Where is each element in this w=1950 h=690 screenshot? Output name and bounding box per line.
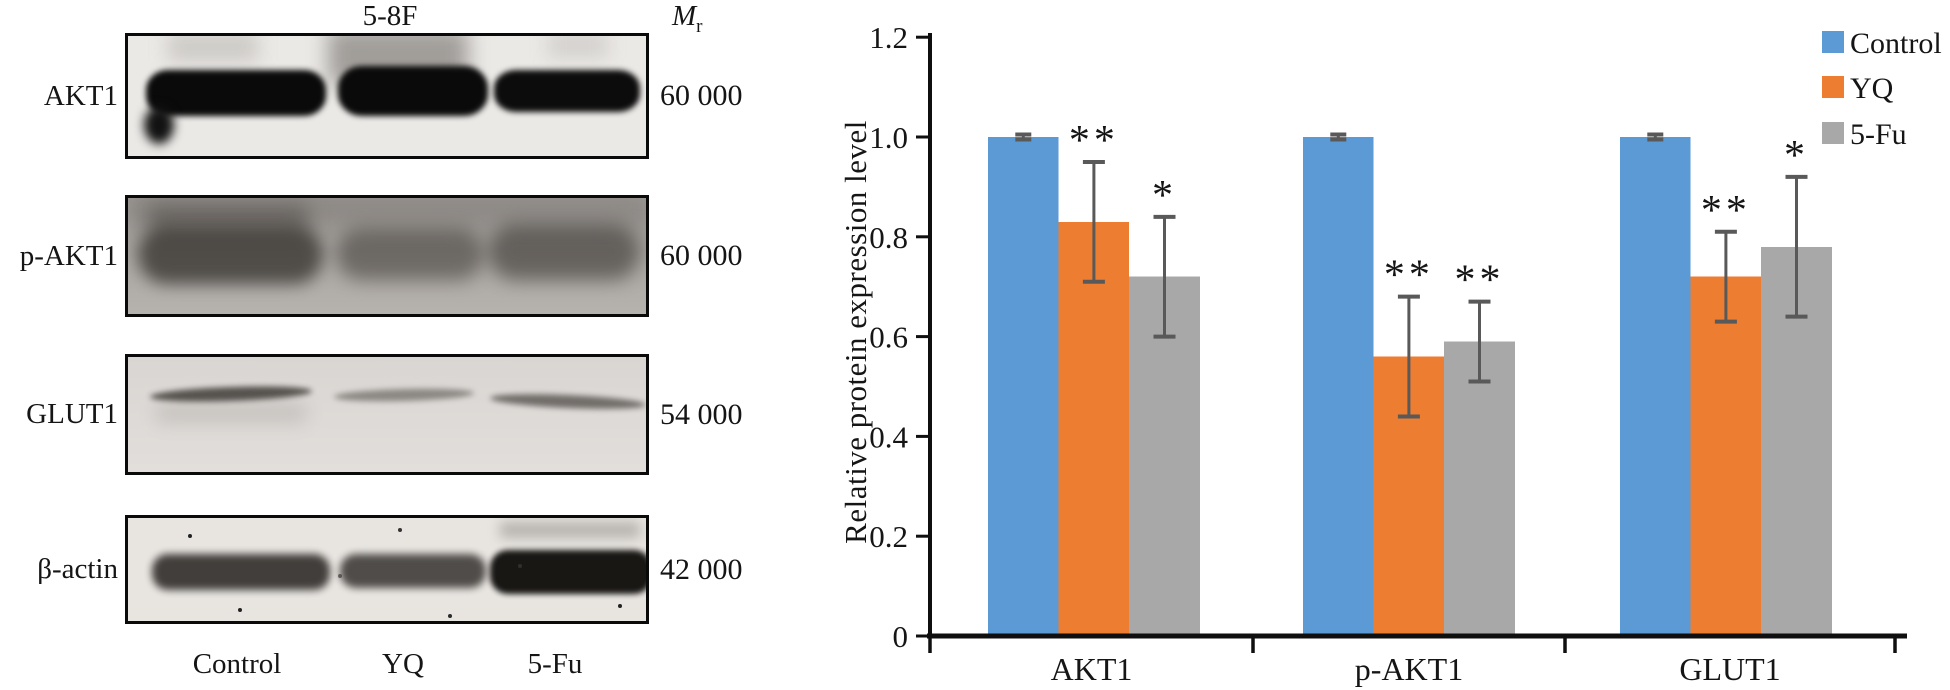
blot-image-b-actin: [125, 515, 649, 624]
blot-image-p-akt1: [125, 195, 649, 317]
mr-value-p-akt1: 60 000: [660, 239, 743, 272]
blot-image-akt1: [125, 33, 649, 159]
molecular-mass-header: Mr: [672, 0, 703, 38]
blot-band-lane1: [138, 226, 323, 284]
blot-band-smudge: [548, 36, 608, 58]
blot-band-drip: [144, 106, 174, 144]
blot-band-lane3: [494, 70, 640, 112]
y-tick-label: 0.8: [869, 220, 908, 255]
mr-value-b-actin: 42 000: [660, 552, 743, 586]
legend-label-5-Fu: 5-Fu: [1850, 118, 1907, 151]
blot-speckles: [188, 534, 192, 538]
y-tick-label: 0.6: [869, 320, 908, 355]
protein-label-p-akt1: p-AKT1: [19, 239, 118, 272]
y-tick-label: 0.4: [869, 419, 908, 454]
legend-swatch-5-Fu: [1822, 122, 1844, 144]
protein-label-glut1: GLUT1: [26, 398, 118, 430]
y-tick-label: 0: [893, 619, 909, 654]
blot-band-lane2: [336, 228, 484, 280]
y-tick-label: 1.0: [869, 120, 908, 155]
blot-row-p-akt1: p-AKT1 60 000: [0, 195, 800, 317]
y-axis-title: Relative protein expression level: [838, 120, 873, 544]
mr-value-glut1: 54 000: [660, 397, 743, 431]
blot-image-glut1: [125, 354, 649, 475]
category-label-AKT1: AKT1: [1051, 651, 1133, 687]
blot-band-lane2: [340, 554, 486, 588]
protein-label-akt1: AKT1: [43, 79, 118, 112]
cell-line-label: 5-8F: [362, 0, 418, 32]
blot-band-lane1: [146, 70, 326, 116]
bar-5-Fu-p-AKT1: [1444, 341, 1515, 636]
bar-YQ-AKT1: [1058, 221, 1130, 636]
bar-Control-p-AKT1: [1303, 137, 1374, 636]
bar-Control-GLUT1: [1620, 137, 1691, 636]
legend-swatch-Control: [1822, 31, 1844, 53]
bar-YQ-GLUT1: [1690, 276, 1762, 636]
blot-band-lane2: [338, 66, 488, 116]
significance-mark-5-Fu-p-AKT1: **: [1455, 258, 1505, 304]
blot-row-glut1: GLUT1 54 000: [0, 354, 800, 475]
blot-band-smudge: [500, 522, 640, 538]
blot-row-b-actin: β-actin 42 000: [0, 515, 800, 624]
blot-row-akt1: AKT1 60 000: [0, 33, 800, 159]
legend-swatch-YQ: [1822, 76, 1844, 98]
y-tick-label: 1.2: [869, 20, 908, 55]
legend-label-YQ: YQ: [1850, 72, 1894, 105]
protein-label-b-actin: β-actin: [37, 553, 118, 585]
blot-band-smudge: [168, 36, 258, 62]
legend-label-Control: Control: [1850, 27, 1942, 60]
mr-symbol: M: [672, 0, 697, 32]
significance-mark-YQ-AKT1: **: [1069, 118, 1119, 164]
blot-band-lane3: [488, 224, 640, 280]
category-label-GLUT1: GLUT1: [1679, 651, 1780, 687]
mr-value-akt1: 60 000: [660, 79, 743, 112]
blot-band-smudge: [156, 403, 306, 423]
blot-band-lane3: [490, 550, 646, 594]
category-label-p-AKT1: p-AKT1: [1355, 651, 1463, 687]
significance-mark-5-Fu-AKT1: *: [1152, 173, 1177, 219]
lane-label-control: Control: [192, 647, 282, 680]
bar-Control-AKT1: [988, 137, 1059, 636]
lane-label-5fu: 5-Fu: [527, 647, 583, 680]
significance-mark-5-Fu-GLUT1: *: [1784, 133, 1809, 179]
mr-subscript: r: [696, 15, 703, 37]
significance-mark-YQ-GLUT1: **: [1701, 188, 1751, 234]
significance-mark-YQ-p-AKT1: **: [1384, 253, 1434, 299]
y-tick-label: 0.2: [869, 519, 908, 554]
lane-label-yq: YQ: [382, 647, 424, 680]
blot-band-lane1: [152, 554, 330, 590]
